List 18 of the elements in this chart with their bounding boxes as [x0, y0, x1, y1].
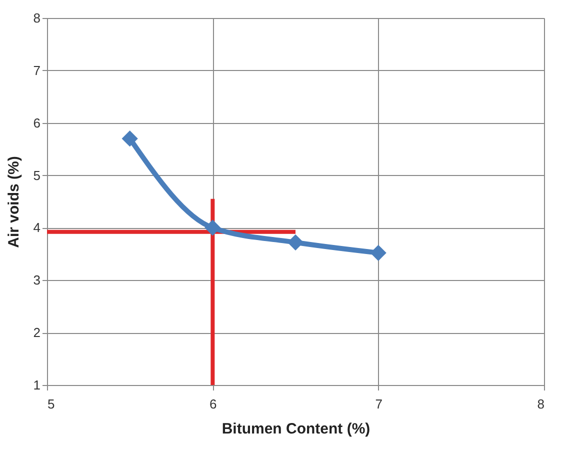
x-axis-title: Bitumen Content (%) — [222, 420, 370, 438]
y-tick-label: 3 — [33, 272, 40, 288]
x-tick-label: 8 — [537, 396, 544, 412]
point — [204, 220, 221, 236]
y-tick-label: 2 — [33, 325, 40, 340]
y-tick-label: 4 — [33, 220, 40, 236]
y-tick-label: 5 — [33, 168, 40, 183]
point — [287, 234, 304, 250]
y-tick-label: 6 — [33, 115, 40, 130]
point — [370, 244, 386, 261]
y-tick-label: 8 — [33, 10, 40, 26]
point — [122, 130, 138, 147]
x-tick-label: 5 — [48, 396, 55, 412]
x-tick-label: 7 — [375, 396, 382, 412]
y-tick-label: 1 — [33, 378, 40, 392]
x-tick-label: 6 — [210, 396, 217, 412]
y-tick-label: 7 — [33, 62, 40, 78]
y-axis-title: Air voids (%) — [5, 156, 22, 248]
